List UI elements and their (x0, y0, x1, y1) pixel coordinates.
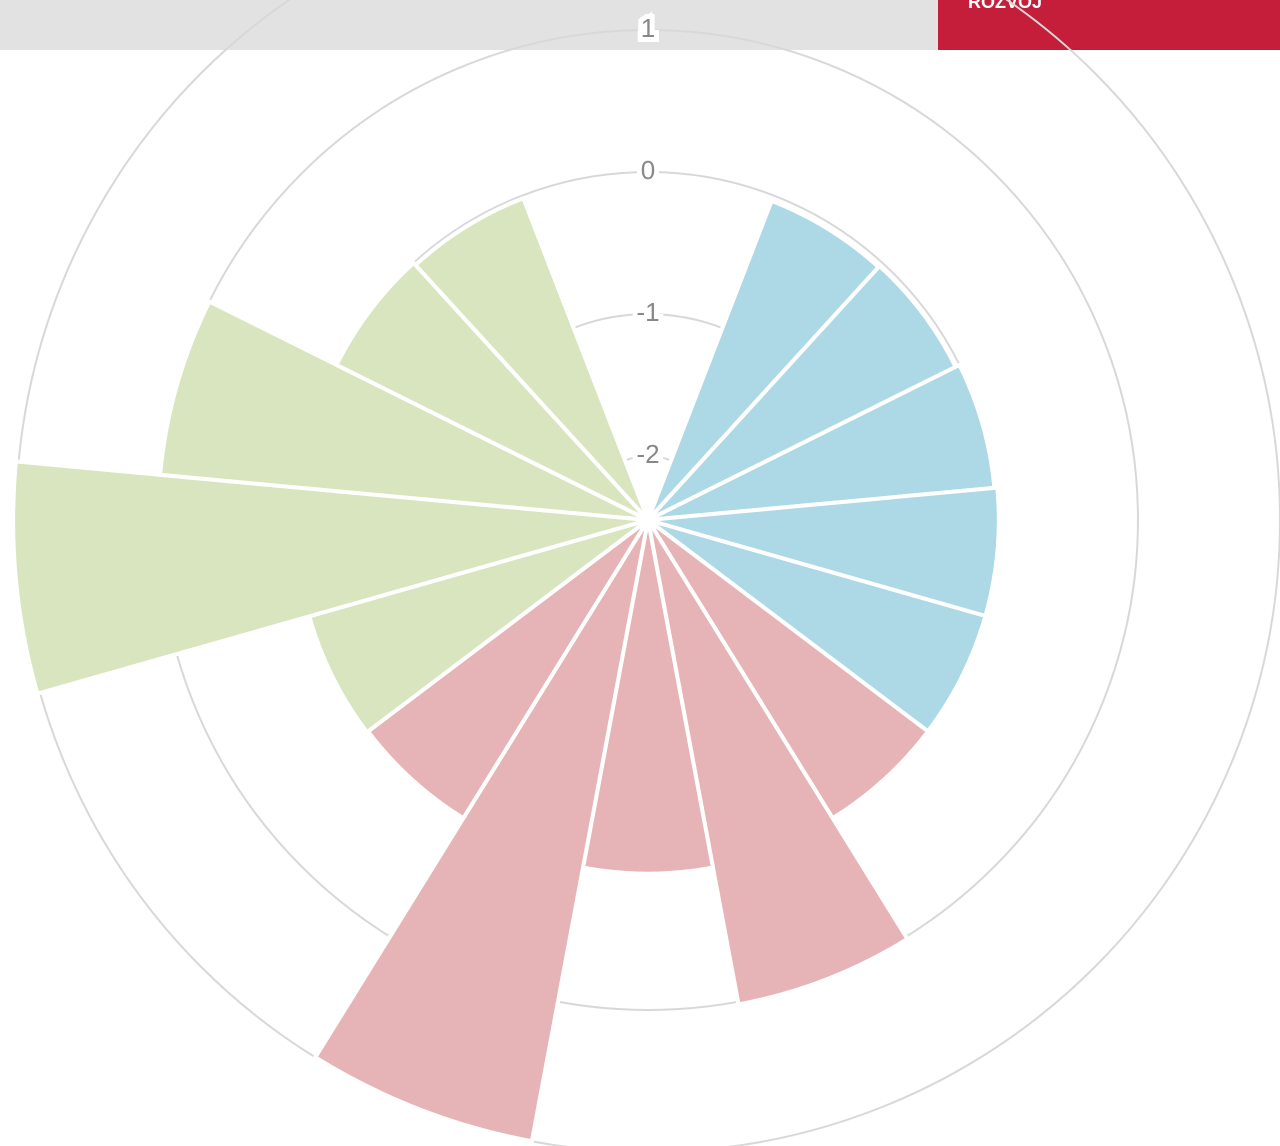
wedge (646, 362, 997, 522)
wedge (307, 518, 650, 735)
y-tick-label: 1 (641, 13, 655, 43)
y-tick-label: -1 (636, 297, 659, 327)
wedge (413, 196, 650, 522)
wedge (334, 260, 650, 522)
y-tick-label: -2 (636, 439, 659, 469)
wedges (11, 196, 1001, 1144)
top-bar (0, 0, 938, 50)
wedge (646, 264, 958, 522)
wedge (646, 485, 1001, 618)
wedge (646, 518, 988, 734)
wedge (581, 518, 715, 876)
wedge (158, 299, 650, 522)
wedge (646, 518, 930, 821)
y-tick-label: 0 (641, 155, 655, 185)
wedge (11, 459, 650, 696)
wedge (646, 518, 910, 1007)
wedge (366, 518, 650, 821)
wedge (646, 198, 881, 522)
tick-labels: -2-1012 (631, 8, 664, 474)
header-label: ROZVOJ (968, 0, 1042, 12)
header-box (938, 0, 1280, 50)
wedge (313, 518, 650, 1144)
